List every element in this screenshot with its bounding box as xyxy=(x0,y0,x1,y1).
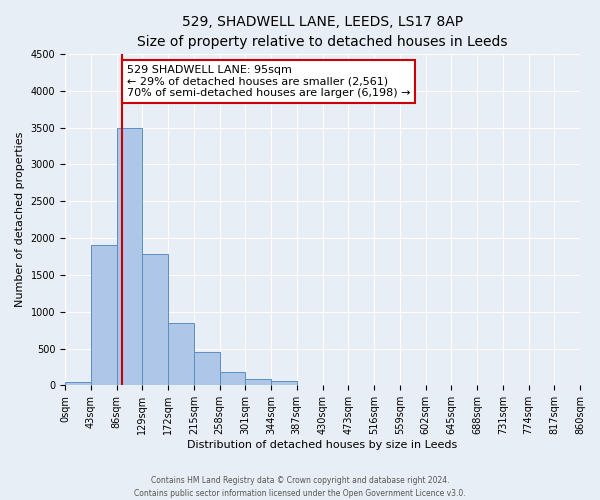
Bar xyxy=(168,322,194,386)
Text: 529 SHADWELL LANE: 95sqm
← 29% of detached houses are smaller (2,561)
70% of sem: 529 SHADWELL LANE: 95sqm ← 29% of detach… xyxy=(127,65,410,98)
Y-axis label: Number of detached properties: Number of detached properties xyxy=(15,132,25,308)
Bar xyxy=(91,246,116,386)
X-axis label: Distribution of detached houses by size in Leeds: Distribution of detached houses by size … xyxy=(187,440,458,450)
Text: Contains HM Land Registry data © Crown copyright and database right 2024.
Contai: Contains HM Land Registry data © Crown c… xyxy=(134,476,466,498)
Bar xyxy=(245,378,271,386)
Bar xyxy=(271,382,297,386)
Title: 529, SHADWELL LANE, LEEDS, LS17 8AP
Size of property relative to detached houses: 529, SHADWELL LANE, LEEDS, LS17 8AP Size… xyxy=(137,15,508,48)
Bar xyxy=(194,352,220,386)
Bar xyxy=(142,254,168,386)
Bar xyxy=(220,372,245,386)
Bar xyxy=(116,128,142,386)
Bar xyxy=(65,382,91,386)
